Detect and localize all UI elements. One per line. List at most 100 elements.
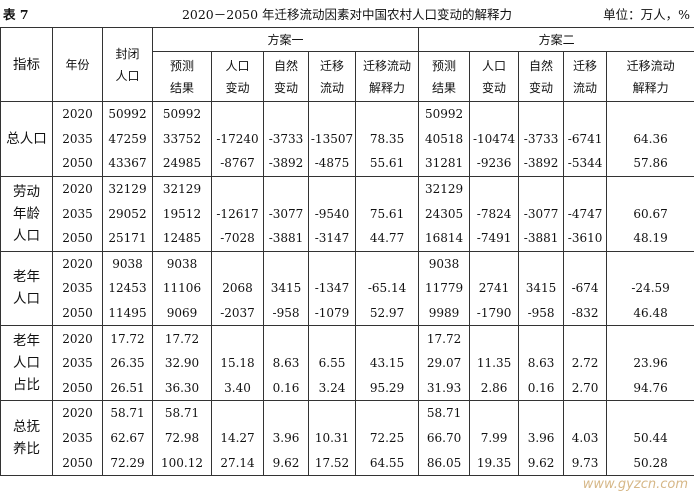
scheme2-cell: 23.96 bbox=[606, 350, 694, 376]
scheme1-cell: 2068 bbox=[211, 276, 264, 301]
table-row: 总抚 养比 2020 58.71 58.71 58.71 bbox=[0, 400, 694, 476]
closed-pop-cell: 72.29 bbox=[102, 450, 153, 476]
scheme1-cell: 12485 bbox=[152, 225, 212, 252]
scheme1-cell: 100.12 bbox=[152, 450, 212, 476]
scheme2-cell: -3610 bbox=[563, 225, 608, 252]
scheme1-cell: -3733 bbox=[263, 126, 309, 152]
table-row: 2035 47259 33752 -17240 -3733 -13507 78.35 4051… bbox=[1, 126, 694, 152]
closed-pop-cell: 50992 bbox=[102, 100, 153, 127]
scheme2-cell bbox=[469, 100, 520, 127]
scheme1-cell: 9069 bbox=[152, 300, 212, 327]
scheme2-cell: 2.86 bbox=[469, 375, 520, 402]
scheme1-cell: 55.61 bbox=[354, 151, 420, 177]
subheader-s2-3: 迁移 流动 bbox=[563, 51, 608, 102]
closed-pop-cell: 43367 bbox=[102, 151, 153, 177]
table-row: 2035 29052 19512 -12617 -3077 -9540 75.61 24305… bbox=[1, 201, 694, 226]
indicator-line: 养比 bbox=[13, 441, 40, 458]
header-scheme2: 方案二 bbox=[418, 27, 694, 52]
scheme2-cell: -9236 bbox=[469, 151, 520, 177]
scheme1-cell: 17.52 bbox=[308, 450, 356, 476]
scheme2-cell: 29.07 bbox=[418, 350, 471, 376]
header-scheme1: 方案一 bbox=[151, 27, 420, 52]
indicator-cell: 劳动 年龄 人口 bbox=[0, 175, 53, 252]
subheader-row: 预测 结果 人口 变动 自然 变动 迁移 流动 迁移流动 解释力 预测 结果 人口 变动 自然 变动 迁移 流动迁… bbox=[1, 51, 694, 102]
scheme1-cell: 17.72 bbox=[152, 325, 212, 351]
scheme1-cell: -65.14 bbox=[354, 276, 420, 301]
scheme1-cell: 19512 bbox=[152, 201, 212, 226]
scheme1-cell: 11106 bbox=[152, 276, 212, 301]
scheme1-cell bbox=[308, 325, 356, 351]
scheme2-cell bbox=[606, 325, 694, 351]
scheme1-cell: 3415 bbox=[263, 276, 309, 301]
scheme2-cell: -674 bbox=[563, 276, 608, 301]
scheme2-cell: -832 bbox=[563, 300, 608, 327]
year-cell: 2035 bbox=[52, 201, 103, 226]
table-unit: 单位：万人，% bbox=[603, 7, 690, 22]
subheader-line: 迁移流动 bbox=[626, 58, 675, 73]
scheme2-cell bbox=[518, 325, 565, 351]
scheme2-cell: -5344 bbox=[563, 151, 608, 177]
header-indicator: 指标 bbox=[0, 27, 53, 102]
scheme1-cell: 27.14 bbox=[211, 450, 264, 476]
year-cell: 2050 bbox=[52, 375, 103, 402]
subheader-line: 流动 bbox=[573, 80, 598, 95]
subheader-line: 预测 bbox=[432, 58, 457, 73]
scheme2-cell: 86.05 bbox=[418, 450, 471, 476]
indicator-line: 老年 bbox=[13, 333, 40, 350]
scheme1-cell: 43.15 bbox=[354, 350, 420, 376]
scheme1-cell: 58.71 bbox=[152, 400, 212, 426]
subheader-s1-2: 自然 变动 bbox=[263, 51, 309, 102]
subheader-s1-1: 人口 变动 bbox=[211, 51, 264, 102]
closed-pop-cell: 12453 bbox=[102, 276, 153, 301]
closed-pop-cell: 11495 bbox=[102, 300, 153, 327]
scheme1-cell bbox=[354, 250, 420, 277]
subheader-line: 变动 bbox=[482, 80, 507, 95]
scheme1-cell: 9.62 bbox=[263, 450, 309, 476]
scheme2-cell: 2.70 bbox=[563, 375, 608, 402]
scheme1-cell: 0.16 bbox=[263, 375, 309, 402]
scheme2-cell bbox=[563, 250, 608, 277]
scheme1-cell: 44.77 bbox=[354, 225, 420, 252]
scheme2-cell bbox=[563, 325, 608, 351]
scheme1-cell: 24985 bbox=[152, 151, 212, 177]
scheme2-cell bbox=[469, 325, 520, 351]
closed-pop-cell: 58.71 bbox=[102, 400, 153, 426]
scheme2-cell: -958 bbox=[518, 300, 565, 327]
scheme1-cell: 9038 bbox=[152, 250, 212, 277]
scheme2-cell bbox=[518, 400, 565, 426]
scheme1-cell: 36.30 bbox=[152, 375, 212, 402]
subheader-line: 变动 bbox=[529, 80, 554, 95]
closed-pop-cell: 17.72 bbox=[102, 325, 153, 351]
scheme1-cell bbox=[354, 325, 420, 351]
scheme2-cell: 50992 bbox=[418, 100, 471, 127]
scheme1-cell bbox=[211, 250, 264, 277]
scheme1-cell bbox=[354, 400, 420, 426]
year-cell: 2050 bbox=[52, 300, 103, 327]
scheme1-cell bbox=[354, 175, 420, 202]
scheme1-cell: 33752 bbox=[152, 126, 212, 152]
data-table: 指标 年份 封闭 人口 方案一 方案二 预测 结果 人口 变动 自然 变动 迁移 流动 迁移流动… bbox=[0, 27, 694, 476]
scheme1-cell: 75.61 bbox=[354, 201, 420, 226]
scheme1-cell bbox=[308, 400, 356, 426]
table-row: 2050 26.51 36.30 3.40 0.16 3.24 95.29 31.93 2.86… bbox=[1, 375, 694, 402]
table-caption: 表 7 2020－2050 年迁移流动因素对中国农村人口变动的解释力 单位：万人… bbox=[0, 0, 694, 22]
closed-pop-cell: 26.51 bbox=[102, 375, 153, 402]
scheme2-cell: 24305 bbox=[418, 201, 471, 226]
subheader-s2-2: 自然 变动 bbox=[518, 51, 565, 102]
scheme1-cell: -2037 bbox=[211, 300, 264, 327]
scheme2-cell: 17.72 bbox=[418, 325, 471, 351]
table-row: 2050 25171 12485 -7028 -3881 -3147 44.77 16814-… bbox=[1, 225, 694, 252]
year-cell: 2050 bbox=[52, 151, 103, 177]
header-closed-pop: 封闭 人口 bbox=[102, 27, 153, 102]
year-cell: 2035 bbox=[52, 350, 103, 376]
table-row: 老年 人口 占比 2020 17.72 17.72 17.72 bbox=[0, 325, 694, 402]
scheme1-cell bbox=[263, 250, 309, 277]
scheme1-cell: -17240 bbox=[211, 126, 264, 152]
table-row: 总人口 2020 50992 50992 50992 bbox=[0, 100, 694, 177]
indicator-cell: 总人口 bbox=[0, 101, 53, 177]
scheme2-cell: 16814 bbox=[418, 225, 471, 252]
indicator-line: 年龄 bbox=[13, 205, 40, 222]
scheme2-cell: 58.71 bbox=[418, 400, 471, 426]
scheme1-cell: -3077 bbox=[263, 201, 309, 226]
subheader-line: 迁移 bbox=[573, 58, 598, 73]
